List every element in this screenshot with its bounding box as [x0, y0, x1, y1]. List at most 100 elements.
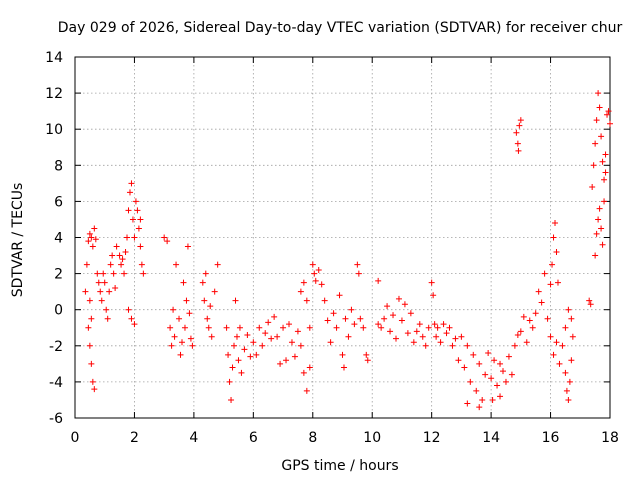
data-point: [86, 297, 93, 304]
data-point: [340, 364, 347, 371]
data-point: [449, 342, 456, 349]
data-point: [476, 360, 483, 367]
data-point: [523, 339, 530, 346]
data-point: [393, 335, 399, 342]
y-tick-label: 6: [54, 194, 63, 210]
data-point: [593, 117, 600, 124]
data-point: [119, 256, 126, 263]
data-point: [443, 330, 450, 337]
data-point: [593, 230, 600, 237]
data-point: [265, 319, 272, 326]
data-point: [589, 183, 596, 190]
data-point: [446, 324, 453, 331]
data-point: [161, 234, 168, 241]
data-point: [553, 339, 560, 346]
data-point: [189, 342, 196, 349]
data-point: [125, 207, 132, 214]
data-point: [407, 310, 414, 317]
data-point: [171, 333, 178, 340]
data-point: [207, 303, 214, 310]
x-tick-label: 4: [189, 430, 198, 446]
data-point: [318, 281, 325, 288]
data-point: [390, 312, 397, 319]
data-point: [541, 270, 548, 277]
data-point: [86, 342, 93, 349]
data-point: [238, 369, 245, 376]
data-point: [311, 270, 318, 277]
data-point: [357, 315, 364, 322]
data-point: [440, 321, 447, 328]
data-point: [378, 324, 385, 331]
data-point: [598, 133, 605, 140]
data-point: [568, 315, 575, 322]
data-point: [565, 306, 572, 313]
data-point: [433, 333, 440, 340]
y-tick-label: 8: [54, 158, 63, 174]
data-point: [401, 301, 408, 308]
data-point: [489, 396, 496, 403]
data-point: [348, 306, 355, 313]
data-point: [345, 333, 352, 340]
data-point: [511, 342, 518, 349]
data-point: [86, 230, 93, 237]
data-point: [553, 248, 560, 255]
data-point: [502, 378, 509, 385]
data-point: [586, 297, 593, 304]
data-point: [88, 315, 95, 322]
data-point: [526, 317, 533, 324]
data-point: [199, 279, 206, 286]
data-point: [106, 288, 113, 295]
data-point: [187, 335, 194, 342]
data-point: [236, 324, 243, 331]
data-point: [517, 117, 524, 124]
data-point: [547, 281, 554, 288]
data-point: [595, 90, 602, 97]
data-point: [514, 140, 521, 147]
data-point: [253, 351, 260, 358]
data-point: [204, 315, 211, 322]
data-point: [458, 333, 465, 340]
data-point: [173, 261, 180, 268]
data-point: [607, 120, 613, 127]
data-point: [137, 243, 144, 250]
data-point: [85, 238, 92, 245]
data-point: [164, 238, 171, 245]
data-point: [464, 400, 471, 407]
data-point: [128, 180, 135, 187]
data-point: [91, 225, 98, 232]
y-tick-label: -2: [49, 339, 63, 355]
data-point: [452, 335, 459, 342]
data-point: [280, 324, 287, 331]
data-point: [470, 351, 477, 358]
data-point: [500, 368, 506, 375]
data-point: [563, 387, 570, 394]
data-point: [596, 104, 603, 111]
data-point: [140, 270, 147, 277]
data-point: [247, 353, 254, 360]
data-point: [121, 270, 128, 277]
data-point: [300, 369, 307, 376]
data-point: [505, 353, 512, 360]
data-point: [268, 335, 275, 342]
data-point: [104, 315, 111, 322]
data-point: [288, 339, 295, 346]
data-point: [375, 277, 382, 284]
data-point: [202, 270, 209, 277]
data-point: [327, 339, 334, 346]
data-point: [497, 393, 504, 400]
data-point: [118, 261, 125, 268]
x-tick-label: 12: [423, 430, 441, 446]
y-tick-label: 2: [54, 267, 63, 283]
data-point: [303, 297, 310, 304]
data-point: [170, 306, 177, 313]
data-point: [363, 351, 370, 358]
data-point: [482, 371, 489, 378]
data-point: [225, 351, 232, 358]
data-point: [592, 140, 599, 147]
data-point: [110, 270, 117, 277]
data-point: [568, 357, 575, 364]
data-point: [550, 351, 557, 358]
data-point: [226, 378, 233, 385]
chart-title: Day 029 of 2026, Sidereal Day-to-day VTE…: [58, 20, 623, 36]
data-point: [231, 342, 238, 349]
